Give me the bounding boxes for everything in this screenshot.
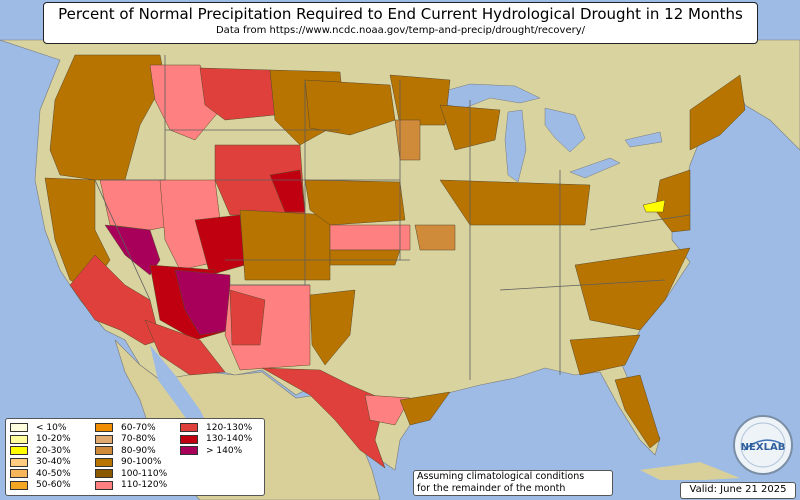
region-dakotas-brown <box>304 79 396 136</box>
legend-label: 10-20% <box>36 434 71 445</box>
legend-swatch <box>95 434 113 444</box>
lake-ontario <box>624 131 663 148</box>
region-florida-brown <box>614 374 661 449</box>
lake-michigan <box>504 109 527 183</box>
region-arizona-south-red <box>144 319 226 376</box>
legend-label: 40-50% <box>36 468 71 479</box>
valid-date: Valid: June 21 2025 <box>680 482 796 499</box>
legend: < 10% 10-20% 20-30% 30-40% 40-50% 50-60% 60-70… <box>5 418 265 496</box>
region-nebraska-brown <box>304 179 406 226</box>
legend-item: 10-20% <box>10 434 95 446</box>
legend-item: 30-40% <box>10 457 95 469</box>
region-west-texas-red <box>261 367 386 469</box>
legend-item: 50-60% <box>10 480 95 492</box>
legend-swatch <box>95 423 113 433</box>
legend-label: 80-90% <box>121 445 156 456</box>
legend-label: 110-120% <box>121 480 168 491</box>
region-missouri-tan <box>414 224 456 251</box>
legend-label: < 10% <box>36 422 67 433</box>
legend-label: 50-60% <box>36 480 71 491</box>
map-title: Percent of Normal Precipitation Required… <box>58 5 743 23</box>
region-new-mexico-red <box>229 289 266 346</box>
legend-item: 100-110% <box>95 468 180 480</box>
region-minnesota-brown <box>389 74 451 126</box>
lake-superior <box>429 83 541 109</box>
region-kansas-pink <box>329 224 411 251</box>
region-new-england-brown <box>689 74 746 151</box>
legend-swatch <box>95 480 113 490</box>
legend-item: 110-120% <box>95 480 180 492</box>
region-texas-pink <box>364 394 411 426</box>
region-oklahoma-brown <box>329 249 401 266</box>
region-colorado-brown <box>239 209 331 281</box>
title-box: Percent of Normal Precipitation Required… <box>43 2 758 44</box>
region-montana-red <box>199 67 276 121</box>
map-subtitle: Data from https://www.ncdc.noaa.gov/temp… <box>215 25 586 36</box>
region-midwest-brown <box>439 179 591 226</box>
legend-swatch <box>180 446 198 456</box>
legend-label: 60-70% <box>121 422 156 433</box>
legend-swatch <box>180 434 198 444</box>
legend-swatch <box>10 423 28 433</box>
assumption-note: Assuming climatological conditions for t… <box>413 470 613 496</box>
legend-label: 90-100% <box>121 457 162 468</box>
legend-item: 40-50% <box>10 468 95 480</box>
region-texas-brown <box>309 289 356 366</box>
assumption-note-line-1: Assuming climatological conditions <box>417 471 585 482</box>
legend-item: < 10% <box>10 422 95 434</box>
legend-swatch <box>95 446 113 456</box>
assumption-note-line-2: for the remainder of the month <box>417 483 566 494</box>
legend-swatch <box>95 457 113 467</box>
drought-regions <box>44 54 746 469</box>
legend-item: > 140% <box>180 445 265 457</box>
legend-swatch <box>10 446 28 456</box>
region-maryland-yellow <box>642 199 666 213</box>
legend-item: 120-130% <box>180 422 265 434</box>
legend-grid: < 10% 10-20% 20-30% 30-40% 40-50% 50-60% 60-70… <box>6 419 264 491</box>
legend-label: > 140% <box>206 445 243 456</box>
legend-swatch <box>180 423 198 433</box>
legend-label: 30-40% <box>36 457 71 468</box>
logo-text: NEXLAB <box>741 442 786 453</box>
legend-item: 80-90% <box>95 445 180 457</box>
region-gulf-coast-brown <box>399 391 451 426</box>
region-iowa-tan <box>394 119 421 161</box>
legend-label: 120-130% <box>206 422 253 433</box>
region-arizona-magenta <box>174 269 231 336</box>
legend-label: 70-80% <box>121 434 156 445</box>
legend-item: 20-30% <box>10 445 95 457</box>
legend-swatch <box>10 469 28 479</box>
legend-swatch <box>10 457 28 467</box>
legend-item: 60-70% <box>95 422 180 434</box>
lake-erie <box>569 157 621 179</box>
nexlab-logo: NEXLAB <box>733 415 793 475</box>
legend-label: 20-30% <box>36 445 71 456</box>
legend-item: 90-100% <box>95 457 180 469</box>
legend-swatch <box>10 480 28 490</box>
lake-huron <box>544 107 586 153</box>
region-georgia-brown <box>569 334 641 376</box>
florida-keys-cuba <box>640 462 740 480</box>
legend-label: 130-140% <box>206 434 253 445</box>
legend-item: 130-140% <box>180 434 265 446</box>
region-southeast-brown <box>574 247 691 331</box>
legend-swatch <box>95 469 113 479</box>
state-borders <box>94 55 691 380</box>
legend-label: 100-110% <box>121 468 168 479</box>
legend-item: 70-80% <box>95 434 180 446</box>
legend-swatch <box>10 434 28 444</box>
